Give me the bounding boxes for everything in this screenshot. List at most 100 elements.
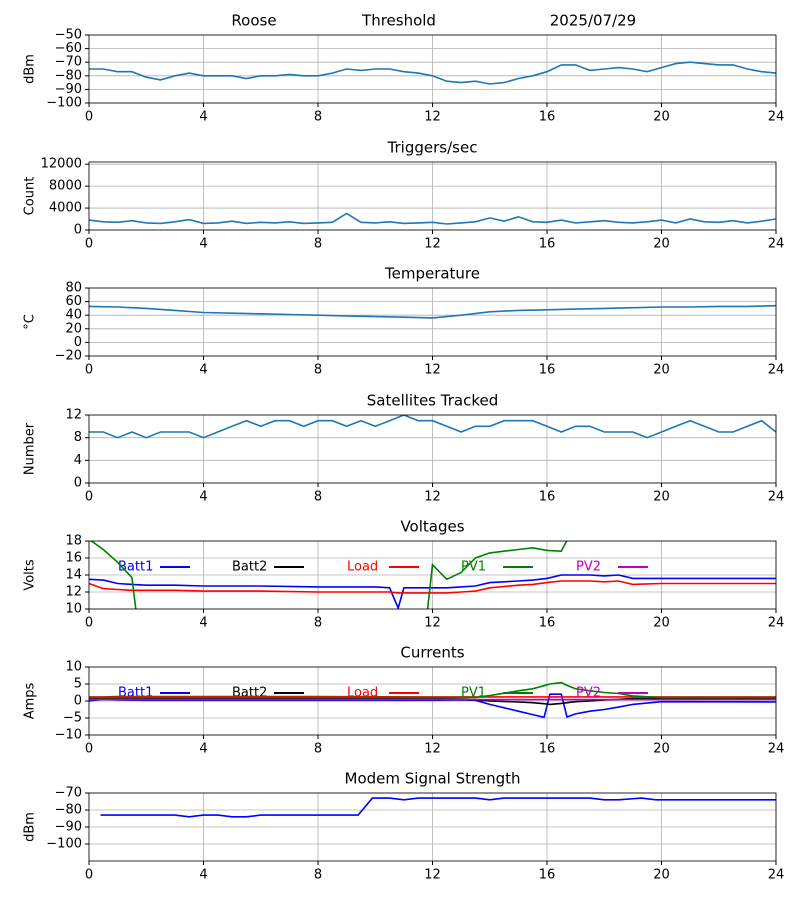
y-tick-label: 4 [74, 453, 82, 468]
x-tick-label: 20 [653, 490, 670, 505]
panel: 0 4 8 12 16 20 24 0 4 8 12 Number Satellites Tracked [23, 392, 785, 505]
x-tick-label: 8 [314, 490, 322, 505]
legend-label: Load [347, 560, 378, 575]
x-tick-label: 24 [768, 363, 785, 378]
x-tick-label: 24 [768, 110, 785, 125]
legend-label: Batt1 [118, 560, 153, 575]
chart-title: Temperature [384, 265, 480, 283]
x-tick-label: 0 [85, 237, 93, 252]
x-tick-label: 0 [85, 742, 93, 757]
x-tick-label: 16 [539, 363, 556, 378]
x-tick-label: 12 [424, 363, 441, 378]
y-tick-label: −100 [46, 837, 82, 852]
y-tick-label: 10 [65, 660, 82, 675]
x-tick-label: 4 [199, 616, 207, 631]
x-tick-label: 4 [199, 110, 207, 125]
x-tick-label: 0 [85, 868, 93, 883]
x-tick-label: 24 [768, 490, 785, 505]
y-tick-label: 12000 [41, 157, 82, 172]
x-tick-label: 20 [653, 237, 670, 252]
y-tick-label: 18 [65, 534, 82, 549]
y-axis-label: dBm [23, 54, 38, 84]
y-tick-label: 8000 [49, 179, 82, 194]
y-axis-label: Amps [23, 682, 38, 719]
x-tick-label: 0 [85, 363, 93, 378]
y-axis-label: Count [23, 177, 38, 216]
x-tick-label: 4 [199, 868, 207, 883]
legend-label: PV2 [576, 686, 601, 701]
x-tick-label: 4 [199, 237, 207, 252]
x-tick-label: 16 [539, 237, 556, 252]
legend-label: PV1 [461, 686, 486, 701]
y-tick-label: −20 [55, 349, 82, 364]
y-axis-label: Volts [23, 559, 38, 591]
y-tick-label: 0 [74, 223, 82, 238]
y-tick-label: 0 [74, 694, 82, 709]
chart-title: Voltages [400, 518, 464, 536]
y-tick-label: 60 [65, 294, 82, 309]
x-tick-label: 24 [768, 868, 785, 883]
x-tick-label: 24 [768, 742, 785, 757]
x-tick-label: 16 [539, 742, 556, 757]
legend-label: PV2 [576, 560, 601, 575]
x-tick-label: 12 [424, 237, 441, 252]
y-tick-label: 0 [74, 476, 82, 491]
chart-title: Satellites Tracked [367, 392, 498, 410]
x-tick-label: 8 [314, 110, 322, 125]
y-tick-label: 80 [65, 281, 82, 296]
x-tick-label: 0 [85, 110, 93, 125]
x-tick-label: 20 [653, 742, 670, 757]
chart-title: Currents [400, 644, 464, 662]
x-tick-label: 16 [539, 110, 556, 125]
y-tick-label: −100 [46, 96, 82, 111]
x-tick-label: 0 [85, 616, 93, 631]
x-tick-label: 12 [424, 490, 441, 505]
y-tick-label: −90 [55, 820, 82, 835]
x-tick-label: 24 [768, 616, 785, 631]
x-tick-label: 12 [424, 742, 441, 757]
y-tick-label: 14 [65, 568, 82, 583]
x-tick-label: 4 [199, 490, 207, 505]
y-tick-label: 20 [65, 321, 82, 336]
y-tick-label: −80 [55, 803, 82, 818]
x-tick-label: 24 [768, 237, 785, 252]
x-tick-label: 20 [653, 616, 670, 631]
y-tick-label: 8 [74, 430, 82, 445]
y-tick-label: 12 [65, 585, 82, 600]
y-tick-label: 5 [74, 677, 82, 692]
y-tick-label: −70 [55, 786, 82, 801]
y-axis-label: Number [23, 422, 38, 475]
chart-title: Modem Signal Strength [345, 770, 521, 788]
y-tick-label: 4000 [49, 201, 82, 216]
x-tick-label: 12 [424, 616, 441, 631]
chart-title: Threshold [361, 12, 436, 30]
x-tick-label: 16 [539, 616, 556, 631]
x-tick-label: 20 [653, 363, 670, 378]
y-tick-label: −5 [63, 711, 82, 726]
y-tick-label: 12 [65, 408, 82, 423]
site-name: Roose [231, 12, 276, 30]
y-tick-label: 40 [65, 308, 82, 323]
x-tick-label: 12 [424, 868, 441, 883]
y-tick-label: 10 [65, 602, 82, 617]
x-tick-label: 8 [314, 237, 322, 252]
y-axis-label: °C [23, 314, 38, 330]
x-tick-label: 20 [653, 110, 670, 125]
x-tick-label: 4 [199, 742, 207, 757]
x-tick-label: 8 [314, 742, 322, 757]
chart-title: Triggers/sec [387, 139, 478, 157]
legend-label: PV1 [461, 560, 486, 575]
x-tick-label: 16 [539, 490, 556, 505]
x-tick-label: 16 [539, 868, 556, 883]
x-tick-label: 4 [199, 363, 207, 378]
x-tick-label: 8 [314, 868, 322, 883]
x-tick-label: 0 [85, 490, 93, 505]
x-tick-label: 8 [314, 616, 322, 631]
